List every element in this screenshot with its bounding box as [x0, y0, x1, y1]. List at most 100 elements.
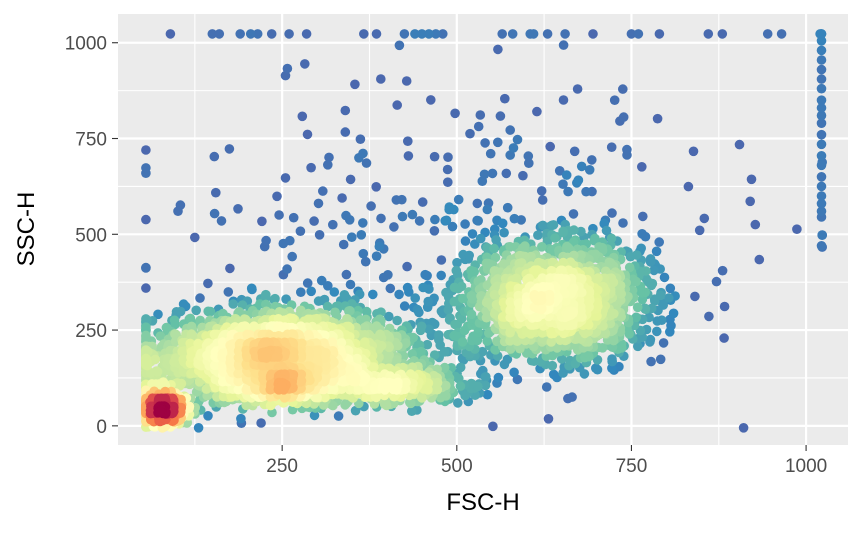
data-point [429, 350, 440, 360]
data-point [704, 311, 714, 322]
data-point [632, 250, 642, 260]
data-point [141, 163, 151, 173]
data-point [762, 29, 773, 39]
data-point [195, 293, 205, 303]
data-point [209, 151, 220, 162]
data-point [643, 277, 653, 287]
data-point [376, 213, 386, 224]
data-point [652, 326, 662, 337]
data-point [175, 200, 186, 210]
data-point [537, 242, 547, 252]
data-point [274, 210, 284, 220]
data-point [451, 265, 462, 276]
data-point [404, 287, 414, 297]
data-point [607, 354, 617, 364]
data-point [521, 304, 531, 315]
data-point [359, 29, 369, 39]
data-point [302, 278, 313, 288]
data-point [473, 381, 483, 392]
data-point [442, 164, 453, 175]
data-point [371, 29, 382, 39]
data-point [816, 95, 827, 105]
data-point [434, 334, 444, 345]
data-point [500, 93, 510, 104]
data-point [345, 174, 356, 185]
data-point [392, 100, 403, 110]
data-point [389, 222, 399, 232]
data-point [816, 151, 827, 161]
data-point [558, 226, 568, 237]
data-point [489, 243, 499, 254]
data-point [306, 162, 316, 173]
data-point [401, 76, 412, 86]
data-point [505, 242, 515, 252]
data-point [816, 160, 827, 171]
data-point [816, 64, 827, 75]
data-point [403, 151, 414, 161]
data-point [424, 29, 434, 39]
data-point [272, 191, 282, 202]
data-point [252, 29, 263, 39]
data-point [397, 194, 407, 205]
data-point [441, 380, 451, 391]
data-point [482, 389, 493, 400]
data-point [175, 306, 186, 317]
data-point [296, 287, 306, 298]
data-point [385, 283, 396, 294]
data-point [450, 108, 460, 119]
data-point [699, 213, 710, 224]
data-point [235, 29, 245, 39]
data-point [453, 398, 463, 408]
data-point [443, 152, 453, 162]
data-point [816, 110, 827, 121]
data-point [223, 287, 234, 297]
data-point [337, 193, 347, 203]
data-point [141, 262, 151, 273]
data-point [569, 146, 580, 157]
data-point [665, 327, 675, 337]
data-point [322, 301, 333, 312]
data-point [141, 358, 151, 369]
data-point [429, 226, 440, 236]
data-point [423, 296, 434, 307]
data-point [475, 233, 486, 244]
data-point [512, 134, 523, 145]
data-point [374, 241, 385, 252]
data-point [501, 168, 512, 179]
data-point [558, 95, 569, 105]
data-point [350, 376, 361, 387]
data-point [360, 256, 371, 267]
data-point [287, 251, 298, 262]
data-point [645, 334, 656, 345]
data-point [467, 229, 478, 239]
data-point [141, 283, 151, 293]
data-point [563, 186, 573, 197]
data-point [436, 270, 447, 281]
data-point [816, 129, 827, 140]
data-point [632, 302, 643, 313]
data-point [410, 293, 421, 303]
data-point [664, 293, 674, 303]
data-point [668, 308, 679, 319]
data-point [261, 235, 271, 246]
data-point [444, 204, 455, 215]
data-point [170, 319, 180, 330]
data-point [587, 155, 597, 165]
data-point [439, 347, 450, 357]
data-point [816, 181, 827, 192]
data-point [509, 367, 519, 378]
data-point [329, 287, 340, 297]
data-point [529, 356, 539, 367]
data-point [658, 338, 669, 348]
data-point [618, 218, 628, 228]
data-point [502, 202, 513, 213]
data-point [816, 118, 827, 128]
data-point [550, 233, 560, 243]
data-point [816, 45, 827, 56]
data-point [518, 170, 528, 181]
data-point [488, 421, 498, 432]
data-point [455, 381, 466, 391]
data-point [816, 103, 827, 113]
data-point [394, 289, 404, 300]
data-point [417, 29, 427, 39]
